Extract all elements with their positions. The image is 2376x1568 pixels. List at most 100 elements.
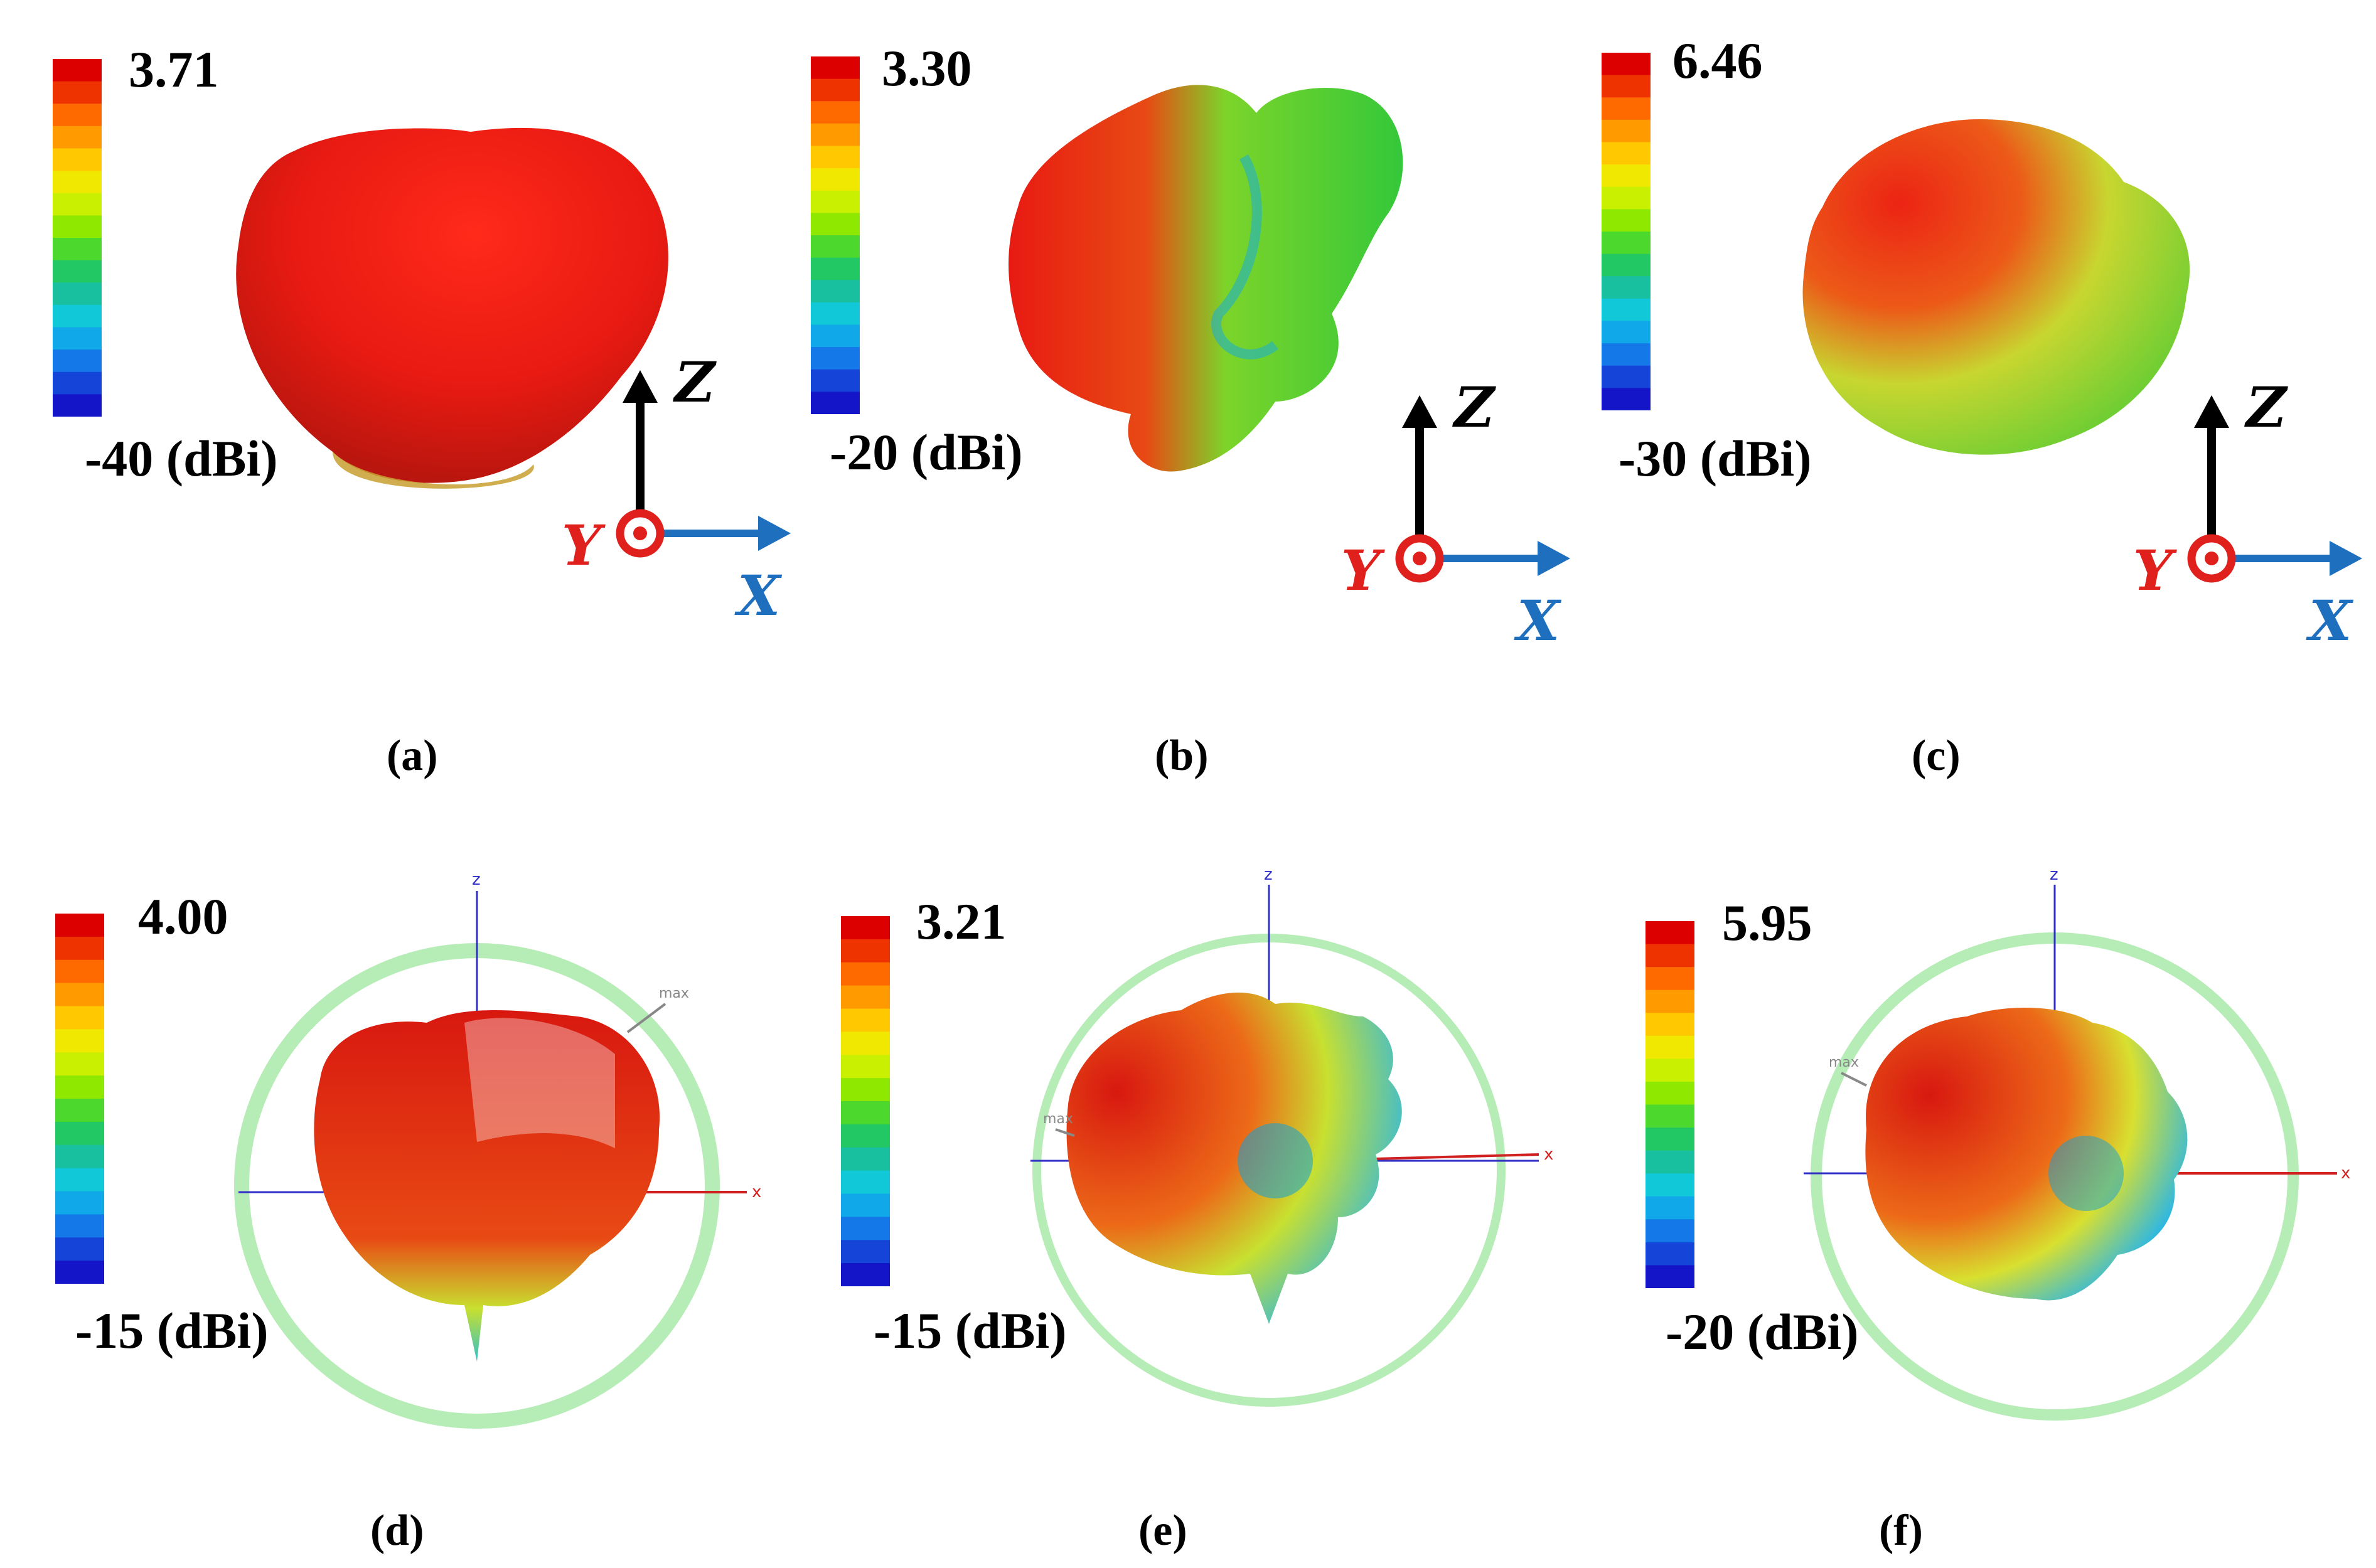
z-label-d: z xyxy=(472,870,481,889)
colorbar-step xyxy=(1602,343,1651,366)
z-axis-label-c: Z xyxy=(2244,376,2288,440)
panel-f: 5.95 -20 (dBi) z x max (f) xyxy=(1584,784,2376,1568)
colorbar-step xyxy=(1602,253,1651,277)
colorbar-step xyxy=(53,304,102,328)
colorbar-step xyxy=(55,1099,104,1123)
colorbar-step xyxy=(1646,1150,1694,1174)
panel-a: 3.71 -40 (dBi) Z Y X (a) xyxy=(0,0,792,784)
colorbar-step xyxy=(1602,119,1651,143)
measured-pattern-f: z x max xyxy=(1804,866,2350,1421)
x-label-f: x xyxy=(2341,1164,2350,1183)
colorbar-d xyxy=(55,914,104,1284)
colorbar-step xyxy=(811,302,860,326)
x-axis-label-a: X xyxy=(734,563,783,621)
colorbar-step xyxy=(1646,1104,1694,1128)
colorbar-step xyxy=(811,257,860,280)
caption-d: (d) xyxy=(370,1507,424,1555)
colorbar-c xyxy=(1602,53,1651,410)
colorbar-step xyxy=(1602,276,1651,299)
radiation-pattern-3d-b xyxy=(1009,85,1403,472)
y-axis-label-b: Y xyxy=(1341,538,1385,603)
colorbar-step xyxy=(53,125,102,149)
colorbar-step xyxy=(811,146,860,169)
colorbar-step xyxy=(55,1006,104,1030)
colorbar-step xyxy=(811,324,860,348)
colorbar-step xyxy=(53,193,102,216)
colorbar-step xyxy=(1646,1173,1694,1197)
colorbar-step xyxy=(1646,921,1694,945)
colorbar-step xyxy=(811,78,860,102)
colorbar-step xyxy=(1646,1059,1694,1082)
colorbar-step xyxy=(841,1055,890,1079)
caption-a: (a) xyxy=(387,732,438,780)
colorbar-step xyxy=(55,1214,104,1238)
colorbar-step xyxy=(841,1032,890,1055)
colorbar-step xyxy=(53,104,102,127)
colorbar-step xyxy=(55,1121,104,1146)
colorbar-step xyxy=(1646,1081,1694,1106)
x-label-d: x xyxy=(752,1183,761,1202)
colorbar-step xyxy=(53,371,102,395)
colorbar-step xyxy=(841,1078,890,1102)
y-axis-label-c: Y xyxy=(2133,538,2177,603)
colorbar-step xyxy=(841,916,890,940)
colorbar-b xyxy=(811,56,860,414)
max-label-e: 3.21 xyxy=(916,893,1007,950)
colorbar-step xyxy=(811,56,860,80)
colorbar-step xyxy=(1602,53,1651,76)
colorbar-step xyxy=(55,983,104,1007)
colorbar-step xyxy=(841,1101,890,1125)
colorbar-step xyxy=(55,1144,104,1169)
z-label-e: z xyxy=(1264,866,1273,884)
colorbar-step xyxy=(1602,232,1651,255)
measured-pattern-e: z x max xyxy=(1030,866,1553,1407)
axes-triad-a: Z Y X xyxy=(562,351,791,621)
colorbar-step xyxy=(841,1008,890,1032)
min-label-f: -20 (dBi) xyxy=(1666,1303,1859,1360)
panel-d: 4.00 -15 (dBi) z x max (d) xyxy=(0,784,792,1568)
max-label-d: 4.00 xyxy=(138,888,228,945)
x-axis-label-b: X xyxy=(1514,588,1562,646)
colorbar-step xyxy=(1602,321,1651,344)
colorbar-step xyxy=(53,81,102,104)
colorbar-step xyxy=(1602,298,1651,322)
colorbar-step xyxy=(1602,142,1651,165)
measured-pattern-d: z x max xyxy=(234,870,761,1429)
colorbar-step xyxy=(841,939,890,963)
y-axis-label-a: Y xyxy=(562,513,606,578)
colorbar-step xyxy=(53,349,102,373)
colorbar-step xyxy=(811,235,860,259)
max-label-c: 6.46 xyxy=(1672,32,1763,89)
colorbar-step xyxy=(53,171,102,194)
radiation-pattern-3d-c xyxy=(1802,119,2190,455)
colorbar-step xyxy=(811,101,860,124)
colorbar-e xyxy=(841,916,890,1286)
panel-e: 3.21 -15 (dBi) z x max (e) xyxy=(792,784,1584,1568)
colorbar-step xyxy=(1646,1196,1694,1220)
axes-triad-b: Z Y X xyxy=(1341,376,1570,646)
colorbar-step xyxy=(1646,1128,1694,1151)
colorbar-step xyxy=(55,1237,104,1261)
colorbar-step xyxy=(841,1193,890,1217)
colorbar-step xyxy=(811,168,860,191)
panel-c: 6.46 -30 (dBi) Z Y X (c) xyxy=(1584,0,2376,784)
colorbar-step xyxy=(1602,75,1651,98)
colorbar-step xyxy=(55,1168,104,1192)
colorbar-step xyxy=(55,959,104,984)
max-marker-e: max xyxy=(1043,1111,1073,1127)
colorbar-step xyxy=(53,148,102,171)
x-axis-label-c: X xyxy=(2306,588,2354,646)
colorbar-step xyxy=(1602,388,1651,410)
z-axis-label-a: Z xyxy=(673,351,717,415)
colorbar-step xyxy=(841,1124,890,1148)
caption-f: (f) xyxy=(1879,1507,1923,1555)
caption-b: (b) xyxy=(1155,732,1209,780)
colorbar-step xyxy=(1602,164,1651,188)
colorbar-step xyxy=(811,123,860,147)
colorbar-step xyxy=(53,238,102,261)
colorbar-step xyxy=(1602,97,1651,120)
colorbar-step xyxy=(811,213,860,236)
colorbar-step xyxy=(1646,1242,1694,1266)
min-label-d: -15 (dBi) xyxy=(75,1302,269,1359)
colorbar-step xyxy=(841,1240,890,1264)
